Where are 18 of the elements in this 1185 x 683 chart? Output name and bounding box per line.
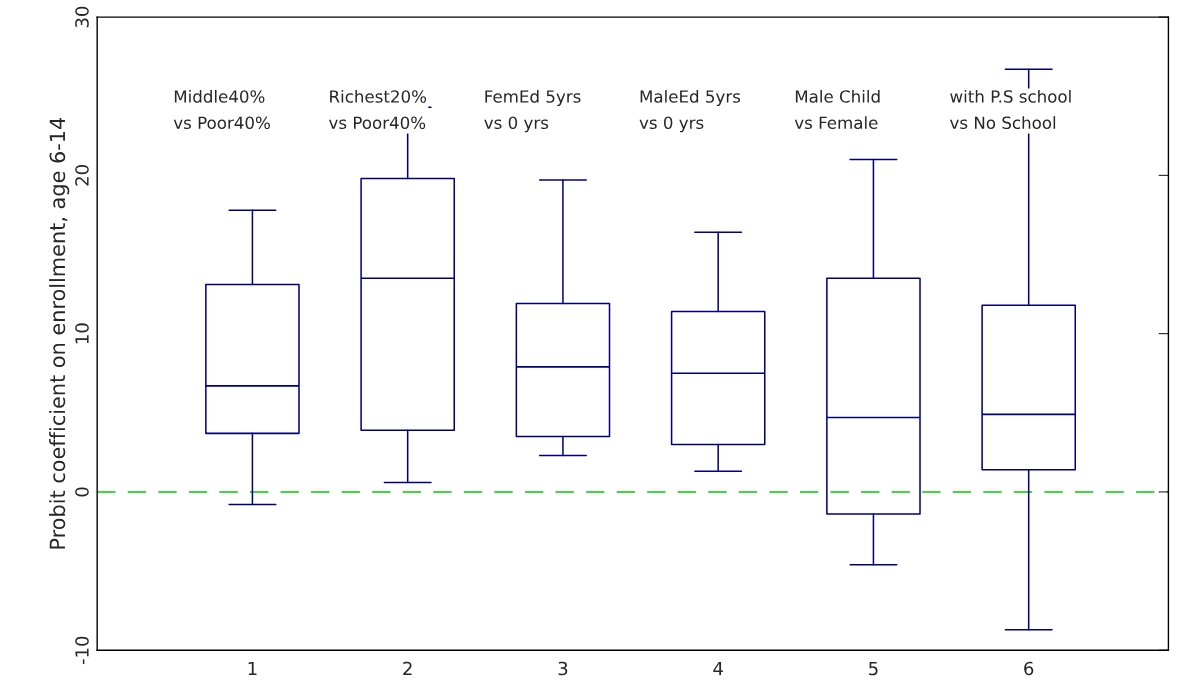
y-tick-label: 30 [75, 6, 89, 28]
y-axis-title: Probit coefficient on enrollment, age 6-14 [49, 117, 70, 549]
x-tick-label: 1 [248, 661, 257, 676]
y-tick-label: 20 [75, 165, 89, 186]
x-tick-label: 5 [869, 661, 878, 676]
annotation: Richest20% vs Poor40% [329, 89, 427, 130]
annotation: MaleEd 5yrs vs 0 yrs [639, 89, 741, 133]
annotation: Middle40% vs Poor40% [173, 89, 270, 130]
x-tick-label: 4 [713, 661, 723, 676]
x-tick-label: 3 [558, 661, 568, 676]
annotation: with P.S school vs No School [950, 89, 1071, 130]
x-tick-label: 6 [1024, 661, 1034, 676]
x-tick-label: 2 [403, 661, 412, 676]
annotation: Male Child vs Female [794, 89, 880, 130]
y-tick-label: -10 [75, 636, 89, 665]
y-tick-label: 0 [75, 487, 89, 497]
annotation: FemEd 5yrs vs 0 yrs [484, 89, 581, 133]
y-tick-label: 10 [75, 323, 89, 344]
